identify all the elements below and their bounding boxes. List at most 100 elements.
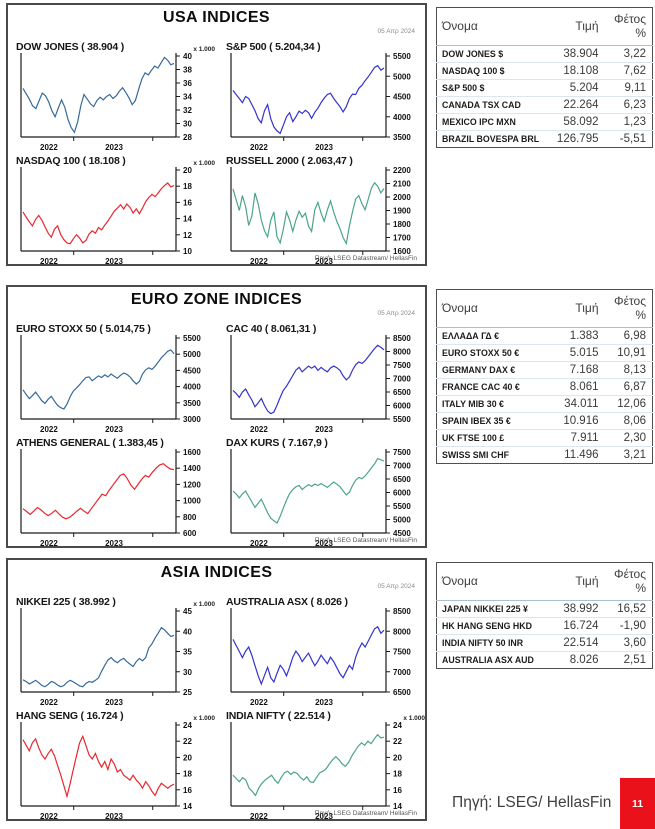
- chart-header: CAC 40 ( 8.061,31 ): [226, 322, 426, 335]
- axis-tick-label: 5000: [393, 72, 411, 81]
- index-ytd-cell: 10,91: [604, 344, 653, 362]
- axis-tick-label: 22: [183, 737, 192, 746]
- index-ytd-cell: 2,30: [604, 429, 653, 447]
- axis-tick-label: 2022: [250, 812, 268, 821]
- index-name-cell: AUSTRALIA ASX AUD: [442, 655, 534, 665]
- axis-tick-label: 24: [393, 722, 402, 730]
- axis-tick-label: 16: [393, 786, 402, 795]
- table-body: ΕΛΛΑΔΑ ΓΔ €1.383 6,98 EURO STOXX 50 €5.015…: [436, 327, 653, 464]
- chart-nikkei-225: NIKKEI 225 ( 38.992 ) x 1.000 25 30 35 40 45 20…: [16, 595, 216, 708]
- table-row: DOW JONES $38.904 3,22: [436, 45, 653, 63]
- series-line-dax-kurs: [232, 457, 385, 524]
- axis-tick-label: 1900: [393, 207, 411, 216]
- chart-header: DAX KURS ( 7.167,9 ): [226, 436, 426, 449]
- chart-title: EURO STOXX 50 ( 5.014,75 ): [16, 323, 151, 335]
- axis-tick-label: 2023: [315, 257, 333, 266]
- index-value-cell: 7.911: [544, 429, 605, 447]
- index-name-cell: MEXICO IPC MXN: [436, 113, 545, 131]
- chart-title: RUSSELL 2000 ( 2.063,47 ): [226, 155, 353, 167]
- index-name-cell: ITALY MIB 30 €: [436, 395, 545, 413]
- axis-tick-label: 1200: [183, 480, 201, 489]
- index-ytd-cell: 2,51: [623, 654, 646, 666]
- column-header-2: Φέτος %: [604, 562, 653, 601]
- table-row: GERMANY DAX €7.168 8,13: [436, 361, 653, 379]
- axis-tick-label: 12: [183, 231, 192, 240]
- chart-dax-kurs: DAX KURS ( 7.167,9 ) 4500 5000 5500 6000 6500…: [226, 436, 426, 549]
- chart-scale-label: x 1.000: [193, 601, 215, 608]
- axis-tick-label: 2022: [40, 698, 58, 707]
- table-row: S&P 500 $5.204 9,11: [436, 79, 653, 97]
- chart-title: INDIA NIFTY ( 22.514 ): [226, 710, 331, 722]
- axis-tick-label: 2022: [250, 257, 268, 266]
- axis-tick-label: 3500: [393, 133, 411, 142]
- chart-title: HANG SENG ( 16.724 ): [16, 710, 124, 722]
- chart-euro-stoxx-50: EURO STOXX 50 ( 5.014,75 ) 3000 3500 4000 45…: [16, 322, 216, 435]
- chart-athens-general: ATHENS GENERAL ( 1.383,45 ) 600 800 1000 120…: [16, 436, 216, 549]
- axis-tick-label: 10: [183, 247, 192, 256]
- axis-tick-label: 4500: [393, 93, 411, 102]
- column-header-2: Φέτος %: [604, 289, 653, 328]
- index-value-cell: 38.992: [544, 600, 605, 618]
- chart-dow-jones: DOW JONES ( 38.904 ) x 1.000 28 30 32 34 36 38 4…: [16, 40, 216, 153]
- chart-header: NASDAQ 100 ( 18.108 ) x 1.000: [16, 154, 216, 167]
- axis-tick-label: 2023: [315, 698, 333, 707]
- index-value-cell: 22.264: [544, 96, 605, 114]
- table-row: BRAZIL BOVESPA BRL 126.795 -5,51: [437, 131, 653, 148]
- index-ytd-cell: 1,23: [604, 113, 653, 131]
- index-value-cell: 5.204: [544, 79, 605, 97]
- index-ytd-cell: 8,06: [604, 412, 653, 430]
- table-row: HK HANG SENG HKD 16.724 -1,90: [436, 617, 653, 635]
- axis-tick-label: 7500: [393, 648, 411, 657]
- axis-tick-label: 5500: [393, 502, 411, 511]
- axis-tick-label: 1400: [183, 464, 201, 473]
- column-header-0: Όνομα: [436, 7, 545, 46]
- charts-grid: EURO STOXX 50 ( 5.014,75 ) 3000 3500 4000 45…: [16, 322, 426, 549]
- table-row: ΕΛΛΑΔΑ ΓΔ €1.383 6,98: [436, 327, 653, 345]
- panel-euro-zone-indices: EURO ZONE INDICES 05 Απρ 2024 EURO STOXX 5…: [6, 285, 427, 548]
- index-value-cell: 16.724: [544, 617, 605, 635]
- axis-tick-label: 2022: [250, 425, 268, 434]
- table-row: JAPAN NIKKEI 225 ¥38.992 16,52: [436, 600, 653, 618]
- table-row: FRANCE CAC 40 €8.061 6,87: [436, 378, 653, 396]
- axis-tick-label: 1000: [183, 497, 201, 506]
- axis-tick-label: 32: [183, 106, 192, 115]
- chart-plot-athens-general: 600 800 1000 1200 1400 1600 2022 2023: [20, 449, 201, 548]
- index-name-cell: SPAIN IBEX 35 €: [436, 412, 545, 430]
- axis-tick-label: 2022: [40, 539, 58, 548]
- index-value-cell: 8.061: [544, 378, 605, 396]
- index-ytd-cell: 6,87: [604, 378, 653, 396]
- axis-tick-label: 14: [393, 802, 402, 811]
- chart-title: ATHENS GENERAL ( 1.383,45 ): [16, 437, 164, 449]
- axis-tick-label: 20: [393, 753, 402, 762]
- index-name-cell: CANADA TSX CAD: [436, 96, 545, 114]
- table-header-row: Όνομα Τιμή Φέτος %: [436, 289, 653, 328]
- axis-tick-label: 38: [183, 66, 192, 75]
- series-line-hang-seng: [22, 734, 175, 799]
- axis-tick-label: 24: [183, 722, 192, 730]
- chart-nasdaq-100: NASDAQ 100 ( 18.108 ) x 1.000 10 12 14 16 18 20…: [16, 154, 216, 267]
- axis-tick-label: 5500: [393, 415, 411, 424]
- axis-tick-label: 2022: [40, 812, 58, 821]
- chart-india-nifty: INDIA NIFTY ( 22.514 ) x 1.000 14 16 18 20 22 2…: [226, 709, 426, 822]
- chart-title: DOW JONES ( 38.904 ): [16, 41, 125, 53]
- axis-tick-label: 40: [183, 627, 192, 636]
- axis-tick-label: 8000: [393, 627, 411, 636]
- chart-scale-label: x 1.000: [193, 46, 215, 53]
- series-line-s-p-500: [232, 64, 385, 135]
- indices-table-asia-indices: Όνομα Τιμή Φέτος % JAPAN NIKKEI 225 ¥38.992…: [436, 562, 653, 669]
- index-value-cell: 34.011: [544, 395, 605, 413]
- index-ytd-cell: 8,13: [604, 361, 653, 379]
- axis-tick-label: 1600: [183, 449, 201, 457]
- index-ytd-cell: 3,60: [604, 634, 653, 652]
- axis-tick-label: 22: [393, 737, 402, 746]
- chart-header: NIKKEI 225 ( 38.992 ) x 1.000: [16, 595, 216, 608]
- axis-tick-label: 6000: [393, 489, 411, 498]
- index-ytd-cell: 16,52: [604, 600, 653, 618]
- axis-tick-label: 6000: [393, 402, 411, 411]
- column-header-0: Όνομα: [436, 562, 545, 601]
- table-row: NASDAQ 100 $18.108 7,62: [436, 62, 653, 80]
- index-value-cell: 8.026: [569, 654, 599, 666]
- chart-header: S&P 500 ( 5.204,34 ): [226, 40, 426, 53]
- column-header-2: Φέτος %: [604, 7, 653, 46]
- series-line-dow-jones: [22, 56, 175, 134]
